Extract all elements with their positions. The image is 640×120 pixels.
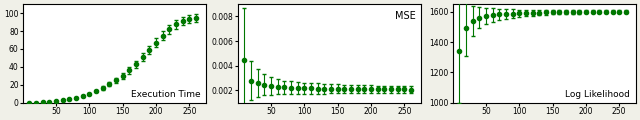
Text: Log Likelihood: Log Likelihood: [566, 90, 630, 99]
Text: MSE: MSE: [395, 11, 415, 21]
Text: Execution Time: Execution Time: [131, 90, 200, 99]
